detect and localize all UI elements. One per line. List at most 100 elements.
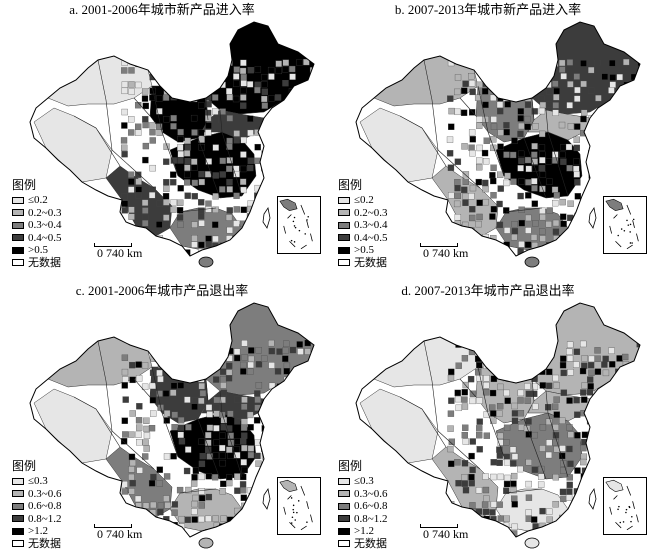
city-cell: [581, 109, 588, 117]
legend-swatch: [12, 259, 24, 267]
city-cell: [275, 143, 282, 151]
city-cell: [274, 157, 282, 164]
city-cell: [227, 432, 234, 439]
city-cell: [148, 480, 156, 487]
city-cell: [213, 425, 220, 432]
city-cell: [255, 347, 262, 354]
city-cell: [552, 157, 559, 164]
city-cell: [296, 341, 303, 348]
city-cell: [539, 207, 546, 214]
city-cell: [268, 339, 275, 347]
scale-bar-line: [420, 243, 458, 247]
legend-item: 0.8~1.2: [12, 513, 61, 526]
city-cell: [205, 59, 212, 66]
city-cell: [469, 466, 476, 474]
city-cell: [282, 164, 289, 172]
city-cell: [511, 374, 518, 382]
city-cell: [121, 151, 128, 158]
city-cell: [587, 122, 594, 130]
city-cell: [177, 128, 184, 136]
city-cell: [587, 403, 594, 411]
city-cell: [489, 404, 496, 411]
city-cell: [241, 396, 248, 403]
city-cell: [510, 460, 517, 467]
city-cell: [503, 227, 511, 234]
city-cell: [622, 445, 630, 452]
city-cell: [198, 495, 206, 502]
city-cell: [476, 362, 483, 369]
city-cell: [490, 164, 497, 171]
city-cell: [212, 80, 219, 87]
legend-swatch: [12, 527, 24, 535]
city-cell: [282, 347, 289, 354]
city-cell: [602, 369, 610, 377]
inset-island: [620, 228, 623, 230]
city-cell: [128, 81, 135, 88]
legend-item: 0.6~0.8: [12, 500, 61, 513]
city-cell: [149, 164, 156, 172]
city-cell: [226, 207, 233, 214]
city-cell: [448, 397, 455, 404]
city-cell: [176, 486, 184, 494]
city-cell: [532, 80, 539, 87]
city-cell: [475, 242, 482, 250]
city-cell: [156, 529, 164, 537]
city-cell: [206, 368, 213, 375]
province-boundary: [73, 115, 121, 167]
city-cell: [525, 509, 532, 516]
city-cell: [268, 186, 275, 193]
city-cell: [149, 122, 156, 129]
legend-swatch: [338, 490, 350, 498]
city-cell: [142, 220, 149, 227]
inset-island: [627, 224, 630, 226]
province-boundary: [197, 137, 221, 199]
city-cell: [233, 348, 241, 355]
city-cell: [268, 123, 275, 130]
city-cell: [134, 495, 142, 503]
city-cell: [503, 459, 511, 466]
city-cell: [177, 424, 185, 431]
inset-island: [298, 229, 301, 232]
city-cell: [212, 235, 219, 243]
inset-island: [294, 226, 297, 229]
city-cell: [268, 242, 275, 249]
city-cell: [268, 143, 275, 151]
city-cell: [546, 508, 553, 515]
city-cell: [616, 375, 624, 382]
city-cell: [531, 466, 539, 473]
country-outline: [355, 21, 641, 257]
city-cell: [128, 431, 135, 438]
legend-label: 0.3~0.6: [28, 487, 62, 500]
city-cell: [511, 523, 518, 531]
city-cell: [566, 348, 573, 355]
city-cell: [268, 249, 275, 256]
city-cell: [573, 158, 580, 165]
city-cell: [469, 397, 476, 405]
city-cell: [205, 158, 212, 165]
country-outline: [29, 21, 315, 257]
city-cell: [489, 355, 496, 363]
city-cell: [496, 101, 504, 109]
map-region: [169, 131, 257, 199]
city-cell: [609, 109, 616, 116]
legend-label: ≤0.3: [28, 475, 48, 487]
city-cell: [504, 59, 511, 66]
city-cell: [461, 143, 468, 150]
city-cell: [497, 185, 504, 192]
city-cell: [630, 123, 637, 131]
city-cell: [303, 136, 310, 143]
city-cell: [254, 487, 261, 495]
legend-item: ≤0.2: [12, 194, 61, 207]
city-cell: [310, 178, 314, 185]
legend-item: 0.3~0.4: [338, 219, 387, 232]
city-cell: [220, 480, 227, 488]
city-cell: [588, 355, 595, 363]
city-cell: [518, 157, 525, 164]
map-region: [531, 22, 640, 115]
inset-coast: [279, 479, 298, 492]
map-panel-b: b. 2007-2013年城市新产品进入率 图例 ≤0.2 0.2~0.3 0.…: [328, 0, 648, 278]
city-cell: [538, 107, 546, 115]
city-cell: [468, 144, 475, 151]
city-cell: [310, 73, 314, 80]
city-cell: [191, 354, 198, 361]
